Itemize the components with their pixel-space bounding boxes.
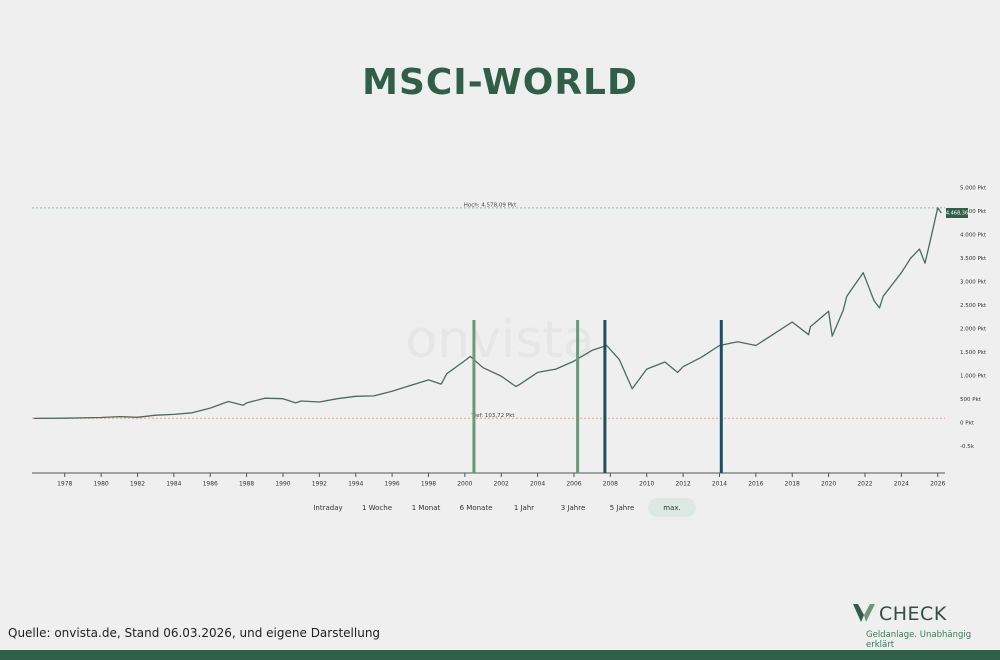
x-tick-label: 2008	[603, 481, 618, 488]
range-button-label: 1 Jahr	[514, 504, 534, 512]
title: MSCI-WORLD	[362, 62, 638, 103]
y-tick-label: 5.000 Pkt	[960, 185, 987, 191]
range-button-label: 3 Jahre	[561, 504, 586, 512]
range-button-label: 1 Woche	[362, 504, 392, 512]
x-tick-label: 2006	[566, 481, 581, 488]
tagline: Geldanlage. Unabhängig erklärt	[866, 630, 972, 650]
range-button-label: 5 Jahre	[610, 504, 635, 512]
y-tick-label: 3.000 Pkt	[960, 280, 987, 286]
x-tick-label: 1996	[384, 481, 399, 488]
range-button[interactable]: 1 Monat	[412, 504, 441, 512]
high-label: Hoch: 4.578,09 Pkt	[464, 202, 517, 208]
x-tick-label: 1992	[312, 481, 327, 488]
x-tick-label: 2002	[494, 481, 509, 488]
x-tick-label: 2004	[530, 481, 545, 488]
x-tick-label: 1978	[57, 481, 72, 488]
y-tick-label: 1.500 Pkt	[960, 350, 987, 356]
x-tick-label: 2014	[712, 481, 727, 488]
range-button[interactable]: Intraday	[313, 504, 342, 512]
low-label: Tief: 103,72 Pkt	[470, 413, 515, 419]
x-tick-label: 1994	[348, 481, 363, 488]
y-tick-label: 500 Pkt	[960, 397, 982, 403]
y-tick-label: 4.500 Pkt	[960, 209, 987, 215]
x-tick-label: 2024	[894, 481, 909, 488]
range-button-label: Intraday	[313, 504, 342, 512]
x-tick-label: 2018	[785, 481, 800, 488]
y-tick-label: -0.5k	[960, 444, 975, 450]
x-tick-label: 1998	[421, 481, 436, 488]
x-tick-label: 2010	[639, 481, 654, 488]
y-tick-label: 3.500 Pkt	[960, 256, 987, 262]
index-line	[33, 207, 942, 420]
range-button[interactable]: 5 Jahre	[610, 504, 635, 512]
logo-mark	[853, 604, 875, 622]
x-tick-label: 1986	[203, 481, 218, 488]
range-button[interactable]: 1 Woche	[362, 504, 392, 512]
bottom-bar	[0, 650, 1000, 660]
x-tick-label: 1982	[130, 481, 145, 488]
range-button-label: 6 Monate	[460, 504, 493, 512]
x-tick-label: 2022	[857, 481, 872, 488]
range-button[interactable]: 6 Monate	[460, 504, 493, 512]
range-button[interactable]: max.	[648, 498, 696, 517]
y-tick-label: 1.000 Pkt	[960, 374, 987, 380]
range-button[interactable]: 3 Jahre	[561, 504, 586, 512]
range-button-label: max.	[663, 504, 680, 512]
source-note: Quelle: onvista.de, Stand 06.03.2026, un…	[8, 626, 381, 640]
x-tick-label: 2000	[457, 481, 472, 488]
x-tick-label: 2016	[748, 481, 763, 488]
last-value-label: 4.468,36	[946, 210, 968, 216]
x-tick-label: 1988	[239, 481, 254, 488]
x-tick-label: 1990	[275, 481, 290, 488]
y-tick-label: 2.000 Pkt	[960, 327, 987, 333]
range-button-active	[648, 498, 696, 517]
brand-name: CHECK	[879, 603, 947, 625]
x-tick-label: 1984	[166, 481, 181, 488]
x-tick-label: 2012	[675, 481, 690, 488]
x-tick-label: 2020	[821, 481, 836, 488]
range-button[interactable]: 1 Jahr	[514, 504, 534, 512]
brand-logo: CHECK	[852, 603, 947, 625]
watermark: onvista	[405, 310, 594, 370]
y-tick-label: 2.500 Pkt	[960, 303, 987, 309]
last-value-badge	[946, 207, 968, 218]
x-tick-label: 2026	[930, 481, 945, 488]
x-tick-label: 1980	[93, 481, 108, 488]
range-button-label: 1 Monat	[412, 504, 441, 512]
y-tick-label: 0 Pkt	[960, 421, 975, 427]
y-tick-label: 4.000 Pkt	[960, 233, 987, 239]
